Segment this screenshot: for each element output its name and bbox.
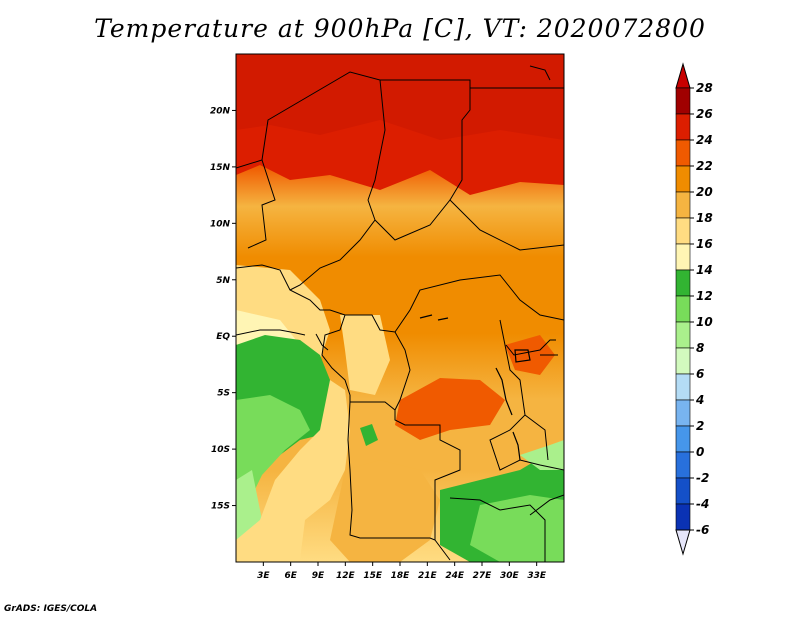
colorbar-bottom-arrow: [675, 529, 691, 556]
colorbar-label: 4: [695, 393, 704, 407]
colorbar-segment: [675, 347, 691, 375]
lat-tick-label: EQ: [216, 332, 230, 342]
colorbar-label: 2: [696, 419, 704, 433]
latitude-axis: 20N 15N 10N 5N EQ 5S 10S 15S: [210, 106, 236, 512]
lon-tick-label: 18E: [391, 571, 411, 581]
country-borders: [236, 65, 564, 562]
colorbar-label: 26: [696, 107, 713, 121]
colorbar-label: 22: [696, 159, 713, 173]
colorbar-segment: [675, 425, 691, 453]
lat-tick-label: 5S: [217, 389, 230, 399]
colorbar-segment: [675, 217, 691, 245]
lat-tick-label: 5N: [216, 276, 230, 286]
colorbar-segment: [675, 451, 691, 479]
colorbar-top-arrow: [675, 62, 691, 89]
colorbar-segment: [675, 165, 691, 193]
lon-tick-label: 9E: [312, 571, 325, 581]
colorbar-label: -2: [696, 471, 709, 485]
colorbar-label: -4: [696, 497, 709, 511]
map-title: Temperature at 900hPa [C], VT: 202007280…: [94, 14, 706, 43]
lat-tick-label: 20N: [210, 106, 231, 116]
colorbar-label: 8: [696, 341, 704, 355]
lon-tick-label: 33E: [527, 571, 547, 581]
colorbar-label: 0: [696, 445, 704, 459]
colorbar-segment: [675, 87, 691, 115]
colorbar-segment: [675, 399, 691, 427]
lat-tick-label: 10S: [211, 445, 230, 455]
lon-tick-label: 3E: [257, 571, 270, 581]
colorbar-segment: [675, 477, 691, 505]
colorbar-segment: [675, 321, 691, 349]
map-panel: [236, 54, 564, 562]
colorbar-label: 18: [696, 211, 713, 225]
colorbar-label: 24: [696, 133, 713, 147]
lat-tick-label: 10N: [210, 219, 231, 229]
lon-tick-label: 21E: [418, 571, 438, 581]
colorbar-label: 12: [696, 289, 713, 303]
colorbar-label: 16: [696, 237, 713, 251]
colorbar-label: 10: [696, 315, 713, 329]
colorbar-segment: [675, 243, 691, 271]
lon-tick-label: 6E: [284, 571, 297, 581]
colorbar-label: 6: [696, 367, 704, 381]
colorbar-segment: [675, 269, 691, 297]
colorbar-label: 20: [696, 185, 713, 199]
colorbar-segment: [675, 113, 691, 141]
colorbar-label: 28: [696, 81, 713, 95]
lon-tick-label: 27E: [473, 571, 493, 581]
colorbar-label: 14: [696, 263, 713, 277]
lat-tick-label: 15N: [210, 163, 231, 173]
grads-credit: GrADS: IGES/COLA: [4, 604, 98, 614]
lon-tick-label: 24E: [445, 571, 465, 581]
colorbar-segment: [675, 139, 691, 167]
colorbar-segment: [675, 503, 691, 531]
lon-tick-label: 15E: [363, 571, 383, 581]
lon-tick-label: 12E: [336, 571, 356, 581]
colorbar-segment: [675, 191, 691, 219]
colorbar-label: -6: [696, 523, 709, 537]
lat-tick-label: 15S: [211, 502, 230, 512]
colorbar-segment: [675, 295, 691, 323]
longitude-axis: 3E 6E 9E 12E 15E 18E 21E 24E 27E 30E 33E: [257, 562, 547, 581]
lakes: [419, 314, 531, 461]
lon-tick-label: 30E: [500, 571, 520, 581]
colorbar-segment: [675, 373, 691, 401]
